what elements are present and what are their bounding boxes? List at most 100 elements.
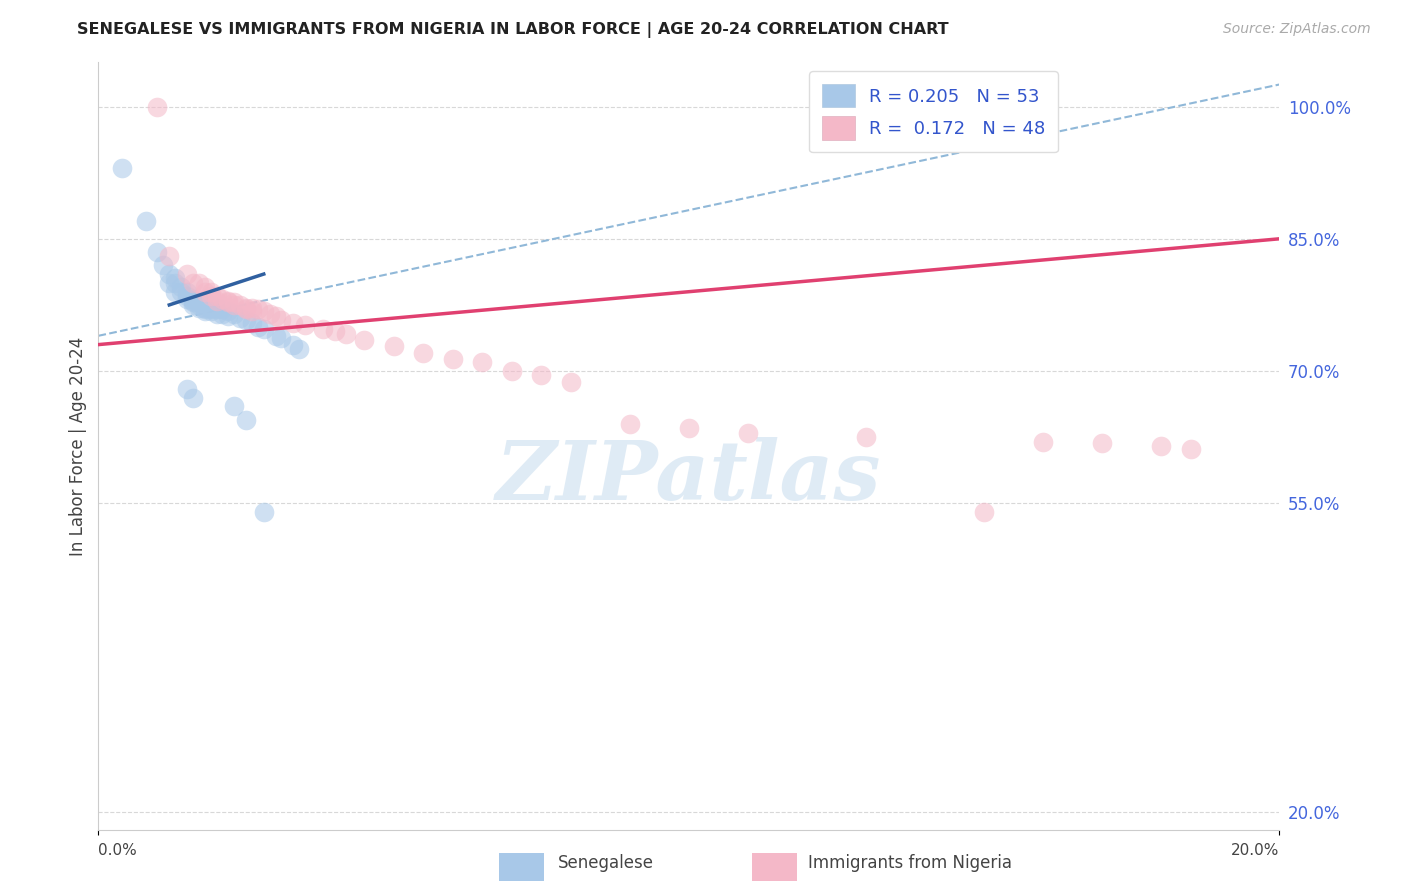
Point — [146, 245, 169, 260]
Point — [1180, 442, 1202, 456]
Point — [170, 280, 193, 294]
Point — [181, 391, 204, 405]
Point — [181, 298, 204, 312]
Point — [165, 276, 187, 290]
Point — [1150, 439, 1173, 453]
Point — [187, 295, 209, 310]
Point — [181, 276, 204, 290]
Point — [217, 304, 239, 318]
Point — [224, 295, 246, 310]
Point — [235, 313, 257, 327]
Point — [205, 301, 228, 315]
Point — [229, 298, 252, 312]
Point — [194, 301, 217, 315]
Y-axis label: In Labor Force | Age 20-24: In Labor Force | Age 20-24 — [69, 336, 87, 556]
Point — [240, 316, 263, 330]
Point — [259, 307, 281, 321]
Point — [240, 304, 263, 318]
Point — [283, 337, 305, 351]
Point — [246, 320, 269, 334]
Point — [200, 298, 222, 312]
Point — [501, 364, 523, 378]
Text: SENEGALESE VS IMMIGRANTS FROM NIGERIA IN LABOR FORCE | AGE 20-24 CORRELATION CHA: SENEGALESE VS IMMIGRANTS FROM NIGERIA IN… — [77, 22, 949, 38]
Point — [270, 313, 292, 327]
Point — [157, 276, 180, 290]
Point — [619, 417, 641, 431]
Point — [312, 322, 335, 336]
Point — [471, 355, 494, 369]
Point — [235, 412, 257, 426]
Point — [253, 304, 276, 318]
Point — [270, 330, 292, 344]
Text: Immigrants from Nigeria: Immigrants from Nigeria — [808, 855, 1012, 872]
Point — [194, 302, 217, 317]
Point — [200, 304, 222, 318]
Point — [323, 324, 346, 338]
Text: ZIPatlas: ZIPatlas — [496, 437, 882, 516]
Point — [217, 293, 239, 308]
Point — [200, 302, 222, 317]
Point — [441, 351, 464, 366]
Point — [382, 339, 405, 353]
Point — [412, 346, 434, 360]
Point — [194, 285, 217, 299]
Point — [187, 293, 209, 308]
Point — [264, 328, 287, 343]
Point — [264, 310, 287, 324]
Point — [187, 298, 209, 312]
Point — [135, 214, 157, 228]
Point — [157, 267, 180, 281]
Point — [224, 298, 246, 312]
Text: Source: ZipAtlas.com: Source: ZipAtlas.com — [1223, 22, 1371, 37]
Point — [235, 301, 257, 315]
Point — [205, 307, 228, 321]
Point — [253, 505, 276, 519]
Text: Senegalese: Senegalese — [558, 855, 654, 872]
Point — [152, 258, 174, 272]
Point — [200, 285, 222, 299]
Text: 0.0%: 0.0% — [98, 843, 138, 858]
Point — [1091, 436, 1114, 450]
Point — [217, 295, 239, 310]
Point — [165, 271, 187, 285]
Point — [211, 292, 233, 306]
Point — [194, 304, 217, 318]
Point — [194, 280, 217, 294]
Point — [294, 318, 316, 333]
Point — [353, 333, 375, 347]
Point — [737, 425, 759, 440]
Point — [224, 400, 246, 414]
Point — [1032, 434, 1054, 449]
Point — [165, 285, 187, 299]
Point — [176, 285, 198, 299]
Point — [176, 267, 198, 281]
Point — [288, 342, 311, 356]
Point — [205, 293, 228, 308]
Point — [181, 293, 204, 308]
Legend: R = 0.205   N = 53, R =  0.172   N = 48: R = 0.205 N = 53, R = 0.172 N = 48 — [810, 71, 1057, 153]
Point — [240, 301, 263, 315]
Point — [111, 161, 134, 176]
Point — [224, 307, 246, 321]
Point — [194, 298, 217, 312]
Point — [246, 302, 269, 317]
Point — [176, 292, 198, 306]
Point — [200, 289, 222, 303]
Point — [217, 310, 239, 324]
Point — [283, 316, 305, 330]
Point — [678, 421, 700, 435]
Point — [211, 307, 233, 321]
Point — [181, 295, 204, 310]
Point — [205, 302, 228, 317]
Point — [229, 311, 252, 326]
Point — [194, 295, 217, 310]
Point — [157, 249, 180, 263]
Point — [211, 302, 233, 317]
Point — [205, 289, 228, 303]
Point — [855, 430, 877, 444]
Point — [530, 368, 553, 383]
Point — [170, 285, 193, 299]
Point — [176, 289, 198, 303]
Point — [187, 301, 209, 315]
Point — [235, 302, 257, 317]
